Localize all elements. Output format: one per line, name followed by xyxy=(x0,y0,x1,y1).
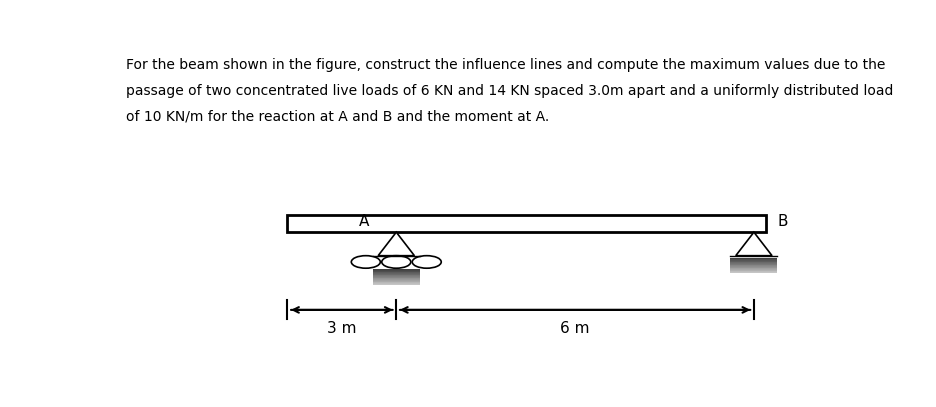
Bar xyxy=(730,259,778,260)
Bar xyxy=(373,280,420,281)
Text: B: B xyxy=(778,214,788,229)
Bar xyxy=(730,261,778,262)
Bar xyxy=(373,278,420,280)
Bar xyxy=(373,269,420,271)
Bar xyxy=(373,278,420,279)
Bar xyxy=(373,275,420,276)
Bar xyxy=(287,215,767,232)
Bar xyxy=(730,266,778,267)
Bar xyxy=(373,279,420,280)
Bar xyxy=(730,262,778,263)
Text: 3 m: 3 m xyxy=(327,321,357,336)
Bar xyxy=(730,258,778,260)
Bar xyxy=(373,281,420,282)
Bar xyxy=(730,268,778,269)
Bar xyxy=(730,265,778,267)
Bar xyxy=(730,265,778,266)
Bar xyxy=(730,270,778,271)
Text: of 10 KN/m for the reaction at A and B and the moment at A.: of 10 KN/m for the reaction at A and B a… xyxy=(125,109,548,124)
Bar xyxy=(373,276,420,277)
Bar xyxy=(730,258,778,259)
Bar xyxy=(730,264,778,265)
Bar xyxy=(373,270,420,271)
Bar xyxy=(730,272,778,273)
Text: A: A xyxy=(359,214,370,229)
Bar xyxy=(730,269,778,270)
Text: passage of two concentrated live loads of 6 KN and 14 KN spaced 3.0m apart and a: passage of two concentrated live loads o… xyxy=(125,84,893,98)
Circle shape xyxy=(412,256,441,268)
Bar xyxy=(730,268,778,269)
Bar xyxy=(373,271,420,272)
Bar xyxy=(373,274,420,275)
Bar xyxy=(730,263,778,264)
Circle shape xyxy=(351,256,380,268)
Text: 6 m: 6 m xyxy=(561,321,590,336)
Polygon shape xyxy=(736,232,772,256)
Bar xyxy=(373,284,420,285)
Bar xyxy=(730,271,778,272)
Bar xyxy=(730,267,778,268)
Bar xyxy=(730,260,778,261)
Bar xyxy=(373,283,420,284)
Bar xyxy=(373,272,420,273)
Circle shape xyxy=(382,256,411,268)
Bar xyxy=(373,277,420,278)
Text: For the beam shown in the figure, construct the influence lines and compute the : For the beam shown in the figure, constr… xyxy=(125,58,885,72)
Bar xyxy=(373,272,420,274)
Polygon shape xyxy=(378,232,415,256)
Bar xyxy=(373,282,420,283)
Bar xyxy=(730,271,778,272)
Bar xyxy=(373,273,420,274)
